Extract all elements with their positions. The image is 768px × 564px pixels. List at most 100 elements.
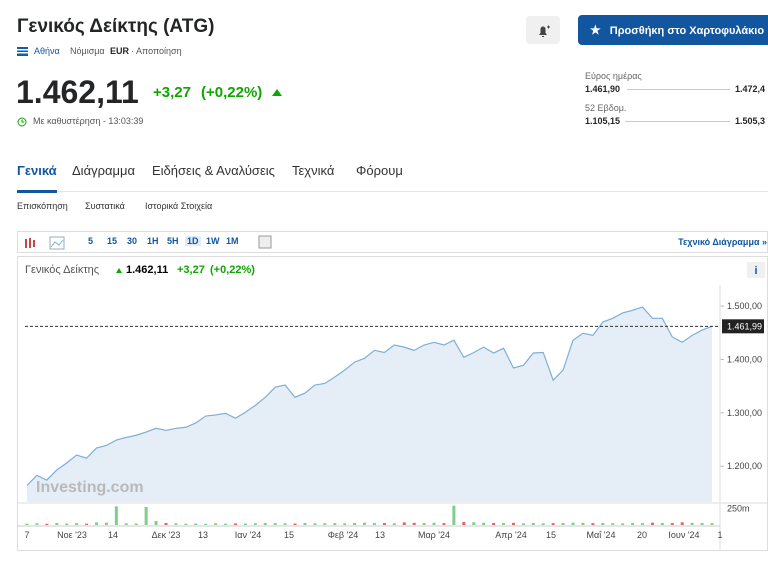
currency: EUR [110,46,130,56]
volume-bar [154,521,158,525]
price-line [26,306,713,486]
bell-icon [539,25,550,37]
week52-low: 1.105,15 [585,116,621,126]
alert-button[interactable] [526,16,560,44]
volume-bar [531,523,535,525]
volume-bar [343,523,347,525]
day-range-bar [627,89,730,90]
volume-bar [353,523,357,525]
timeframe[interactable]: 1W [206,236,220,246]
volume-bar [392,523,396,525]
volume-bar [204,523,208,525]
portfolio-label: Προσθήκη στο Χαρτοφυλάκιο [609,25,765,37]
volume-bar [650,522,654,525]
x-tick-label: Ιουν '24 [668,530,699,540]
volume-bar [134,523,138,525]
portfolio-button[interactable]: ★ Προσθήκη στο Χαρτοφυλάκιο [578,15,768,45]
x-tick-label: Δεκ '23 [152,530,181,540]
volume-bar [263,523,267,525]
disclaimer[interactable]: · Αποποίηση [131,46,182,56]
tab[interactable]: Διάγραμμα [72,163,135,178]
volume-bar [233,523,237,525]
volume-bar [472,522,476,525]
timeframe[interactable]: 5 [88,236,94,246]
volume-bar [591,523,595,525]
volume-bar [412,522,416,525]
volume-bar [432,522,436,525]
timeframe[interactable]: 1D [185,236,201,246]
chart-type-icons[interactable] [24,236,74,250]
volume-bar [303,523,307,525]
volume-bar [363,522,367,525]
volume-bar [114,506,118,525]
y-tick-label: 1.300,00 [727,408,762,418]
y-tick-label: 1.200,00 [727,461,762,471]
price: 1.462,11 [16,74,139,110]
volume-bar [283,523,287,525]
info-icon: i [754,265,757,277]
timeframe[interactable]: 1M [226,236,239,246]
volume-bar [372,523,376,525]
volume-bar [323,523,327,525]
technical-chart-link[interactable]: Τεχνικό Διάγραμμα » [678,237,767,247]
week52-high: 1.505,3 [735,116,766,126]
x-tick-label: 13 [198,530,208,540]
timeframe[interactable]: 30 [127,236,138,246]
volume-bar [462,522,466,525]
volume-bar [104,522,108,525]
x-tick-label: Φεβ '24 [328,530,359,540]
tab[interactable]: Τεχνικά [292,163,335,178]
volume-bar [45,523,49,525]
volume-bar [224,523,228,525]
x-tick-label: Μαρ '24 [418,530,450,540]
subtab[interactable]: Ιστορικά Στοιχεία [145,201,213,211]
volume-bar [243,523,247,525]
tab[interactable]: Γενικά [17,163,57,193]
volume-bar [452,505,456,525]
star-icon: ★ [590,23,601,37]
volume-bar [611,523,615,525]
volume-tick-label: 250m [727,503,750,513]
volume-bar [551,523,555,525]
timeframe[interactable]: 5H [167,236,179,246]
volume-bar [402,522,406,525]
volume-bar [35,523,39,525]
day-high: 1.472,4 [735,84,766,94]
flag [17,47,28,56]
volume-bar [85,523,89,525]
y-tick-label: 1.500,00 [727,301,762,311]
volume-bar [710,523,714,525]
subtab[interactable]: Συστατικά [85,201,125,211]
volume-bar [670,523,674,525]
x-tick-label: 14 [108,530,118,540]
volume-bar [631,523,635,525]
volume-bar [293,523,297,525]
x-tick-label: 15 [284,530,294,540]
delay: Με καθυστέρηση - 13:03:39 [33,116,144,126]
volume-bar [521,523,525,525]
currency-label: Νόμισμα [70,46,105,56]
last-price-label: 1.461,99 [727,321,762,331]
legend-change: +3,27 [177,264,205,276]
volume-bar [194,523,198,525]
week52-label: 52 Εβδομ. [585,103,627,113]
volume-bar [55,523,59,525]
volume-bar [502,523,506,525]
tab[interactable]: Φόρουμ [356,163,403,178]
timeframe[interactable]: 15 [107,236,118,246]
day-range-label: Εύρος ημέρας [585,71,642,81]
volume-bar [601,523,605,525]
x-tick-label: 20 [637,530,647,540]
volume-bar [184,523,188,525]
calendar-icon[interactable] [258,235,272,249]
tab[interactable]: Ειδήσεις & Αναλύσεις [152,163,275,178]
tab-bar: Γενικά Διάγραμμα Ειδήσεις & Αναλύσεις Τεχνι… [17,163,768,193]
timeframe[interactable]: 1H [147,236,159,246]
exchange-link[interactable]: Αθήνα [34,46,60,56]
volume-bar [511,522,515,525]
day-low: 1.461,90 [585,84,621,94]
info-button [747,262,765,278]
subtab[interactable]: Επισκόπηση [17,201,68,211]
x-tick-label: 15 [546,530,556,540]
